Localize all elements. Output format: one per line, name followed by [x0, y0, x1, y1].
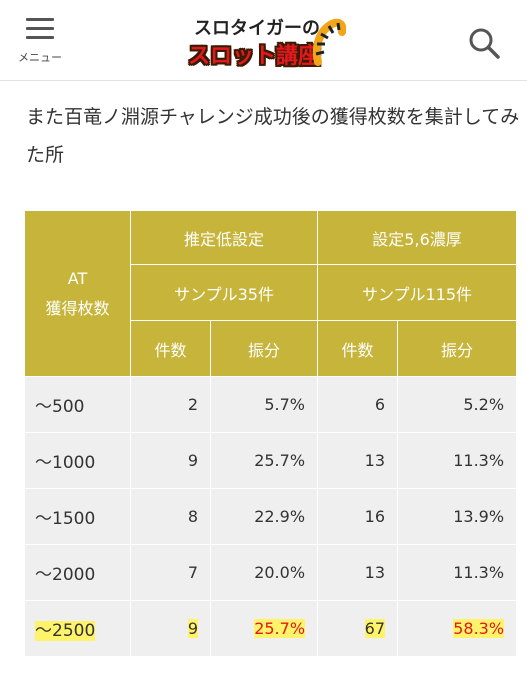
range-cell: 〜1000: [24, 432, 131, 489]
range-cell: 〜500: [24, 376, 131, 433]
row-header-line1: AT: [67, 268, 88, 288]
high-ratio-cell: 13.9%: [397, 488, 518, 545]
low-ratio-cell: 20.0%: [209, 544, 319, 601]
site-logo[interactable]: スロタイガーの スロット講座: [188, 12, 348, 70]
table-row: 〜1000 9 25.7% 13 11.3%: [24, 432, 518, 489]
col-high-count: 件数: [317, 320, 399, 377]
col-high-ratio: 振分: [397, 320, 518, 377]
high-ratio-cell: 11.3%: [397, 432, 518, 489]
low-ratio-cell: 25.7%: [209, 432, 319, 489]
low-count-cell: 7: [130, 544, 211, 601]
search-icon[interactable]: [466, 25, 502, 61]
low-count-cell: 8: [130, 488, 211, 545]
high-ratio-cell: 5.2%: [397, 376, 518, 433]
group-high-sample: サンプル115件: [317, 264, 518, 321]
logo-bottom-text: スロット講座: [188, 44, 321, 69]
high-ratio-cell: 58.3%: [397, 600, 518, 657]
high-ratio-cell: 11.3%: [397, 544, 518, 601]
logo-top-text: スロタイガーの: [194, 18, 320, 39]
menu-label: メニュー: [18, 51, 62, 64]
high-count-cell: 67: [317, 600, 399, 657]
range-cell: 〜1500: [24, 488, 131, 545]
group-high-label: 設定5,6濃厚: [317, 210, 518, 265]
row-header-line2: 獲得枚数: [45, 298, 110, 318]
menu-button[interactable]: メニュー: [14, 18, 66, 68]
low-count-cell: 9: [130, 432, 211, 489]
high-count-cell: 13: [317, 432, 399, 489]
low-ratio-cell: 25.7%: [209, 600, 319, 657]
tiger-tail-icon: [312, 18, 346, 66]
row-header-cell: AT 獲得枚数: [24, 210, 131, 377]
low-ratio-cell: 22.9%: [209, 488, 319, 545]
col-low-ratio: 振分: [209, 320, 319, 377]
high-count-cell: 6: [317, 376, 399, 433]
low-count-cell: 9: [130, 600, 211, 657]
range-cell: 〜2500: [24, 600, 131, 657]
site-header: メニュー スロタイガーの スロット講座: [0, 0, 527, 81]
intro-text: また百竜ノ淵源チャレンジ成功後の獲得枚数を集計してみた所: [26, 106, 520, 166]
low-ratio-cell: 5.7%: [209, 376, 319, 433]
group-low-sample: サンプル35件: [129, 264, 319, 321]
table-row: 〜1500 8 22.9% 16 13.9%: [24, 488, 518, 545]
group-low-label: 推定低設定: [129, 210, 319, 265]
low-count-cell: 2: [130, 376, 211, 433]
range-cell: 〜2000: [24, 544, 131, 601]
results-table: AT 獲得枚数 推定低設定 設定5,6濃厚 サンプル35件 サンプル115件 件…: [24, 210, 518, 657]
table-row: 〜2000 7 20.0% 13 11.3%: [24, 544, 518, 601]
high-count-cell: 16: [317, 488, 399, 545]
high-count-cell: 13: [317, 544, 399, 601]
table-row-highlighted: 〜2500 9 25.7% 67 58.3%: [24, 600, 518, 657]
col-low-count: 件数: [130, 320, 211, 377]
hamburger-icon: [26, 18, 54, 40]
table-row: 〜500 2 5.7% 6 5.2%: [24, 376, 518, 433]
